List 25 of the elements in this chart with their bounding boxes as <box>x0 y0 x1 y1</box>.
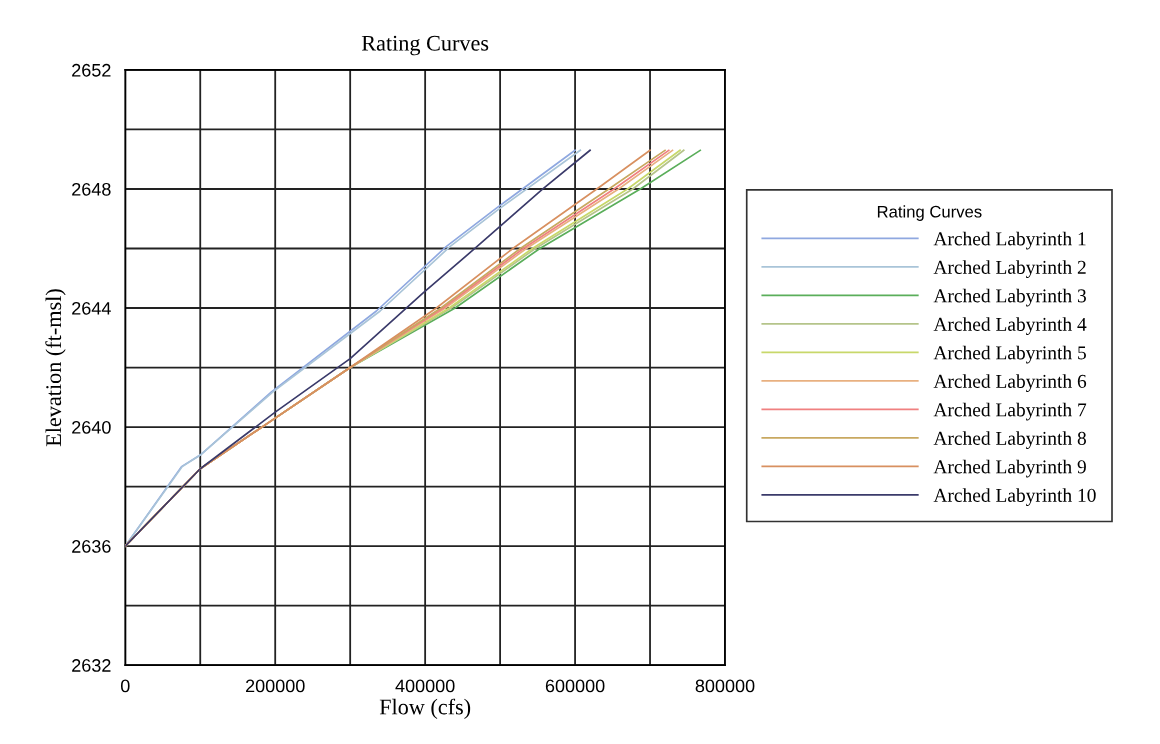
text: Arched Labyrinth 3 <box>933 288 1086 307</box>
text: Arched Labyrinth 8 <box>933 431 1086 449</box>
y-tick-label: 2636 <box>72 540 111 553</box>
x-tick-label: 600000 <box>545 679 605 693</box>
y-tick-label: 2640 <box>72 420 111 434</box>
text: Arched Labyrinth 5 <box>933 345 1086 364</box>
y-tick-label: 2648 <box>72 182 111 196</box>
legend-title: Rating Curves <box>877 205 982 221</box>
x-axis-title: Flow (cfs) <box>379 698 471 720</box>
x-tick-label: 200000 <box>246 679 305 693</box>
text: Arched Labyrinth 4 <box>933 317 1087 335</box>
chart-title: Rating Curves <box>361 35 489 56</box>
x-tick-label: 800000 <box>695 679 755 693</box>
y-axis-title: Elevation (ft-msl) <box>45 289 66 447</box>
y-tick-label: 2644 <box>72 301 111 315</box>
y-tick-label: 2652 <box>72 63 111 77</box>
text: Arched Labyrinth 7 <box>933 402 1087 421</box>
text: Arched Labyrinth 9 <box>933 459 1086 478</box>
x-tick-label: 400000 <box>395 679 455 693</box>
text: Arched Labyrinth 1 <box>933 231 1086 250</box>
text: Arched Labyrinth 2 <box>933 260 1086 278</box>
text: Arched Labyrinth 6 <box>933 374 1087 392</box>
y-tick-label: 2632 <box>72 659 111 672</box>
x-tick-label: 0 <box>120 679 130 693</box>
text: Arched Labyrinth 10 <box>933 488 1096 506</box>
